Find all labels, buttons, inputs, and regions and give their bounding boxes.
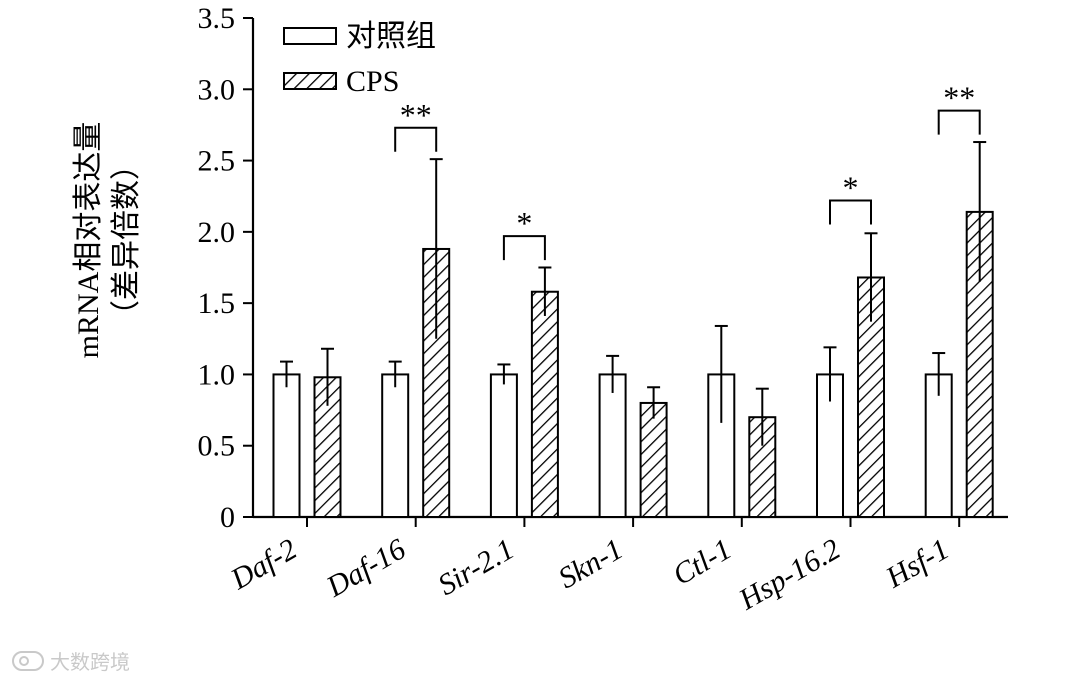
x-tick-label: Ctl-1: [667, 532, 737, 591]
y-tick-label: 2.0: [198, 216, 236, 249]
significance-markers: ******: [394, 80, 981, 261]
significance-bracket: [937, 109, 981, 135]
y-tick-label: 3.5: [198, 2, 236, 35]
x-tick-label: Daf-2: [225, 532, 303, 596]
x-tick-label: Daf-16: [320, 532, 411, 604]
y-tick-label: 1.0: [198, 358, 236, 391]
legend: 对照组 CPS: [283, 20, 436, 98]
legend-label: CPS: [346, 65, 399, 98]
y-tick-label: 2.5: [198, 145, 236, 178]
x-tick-label: Sir-2.1: [432, 532, 519, 602]
y-tick-label: 1.5: [198, 287, 236, 320]
significance-label: **: [400, 97, 432, 133]
significance-label: **: [943, 80, 975, 116]
bar-control: [489, 373, 518, 518]
legend-swatch: [283, 27, 337, 45]
bar-cps: [639, 401, 668, 519]
x-tick-label: Skn-1: [553, 532, 629, 595]
x-tick-label: Hsp-16.2: [733, 532, 846, 617]
y-tick-label: 0: [220, 501, 235, 534]
x-tick-label: Hsf-1: [880, 532, 955, 594]
legend-swatch: [283, 72, 337, 90]
watermark-logo-icon: [12, 650, 44, 671]
significance-bracket: [394, 126, 438, 152]
error-bars: [280, 141, 987, 446]
bar-cps: [422, 247, 451, 518]
bar-control: [272, 373, 301, 518]
significance-bracket: [829, 199, 872, 225]
legend-label: 对照组: [346, 20, 436, 53]
bar-control: [381, 373, 410, 518]
y-tick-label: 0.5: [198, 430, 236, 463]
y-tick-label: 3.0: [198, 73, 236, 106]
bar-cps: [530, 290, 559, 519]
bars: [272, 210, 994, 519]
significance-bracket: [502, 235, 546, 261]
significance-label: *: [516, 205, 532, 241]
significance-label: *: [843, 169, 859, 205]
axes: 0 0.5 1.0 1.5 2.0 2.5 3.0 3.5 Daf-2 Daf-16 Sir-2.1…: [198, 2, 1008, 617]
watermark-text: 大数跨境: [50, 650, 130, 674]
watermark: 大数跨境: [12, 646, 130, 675]
y-axis-label: mRNA相对表达量 （差异倍数）: [72, 122, 143, 359]
bar-control: [598, 373, 627, 518]
